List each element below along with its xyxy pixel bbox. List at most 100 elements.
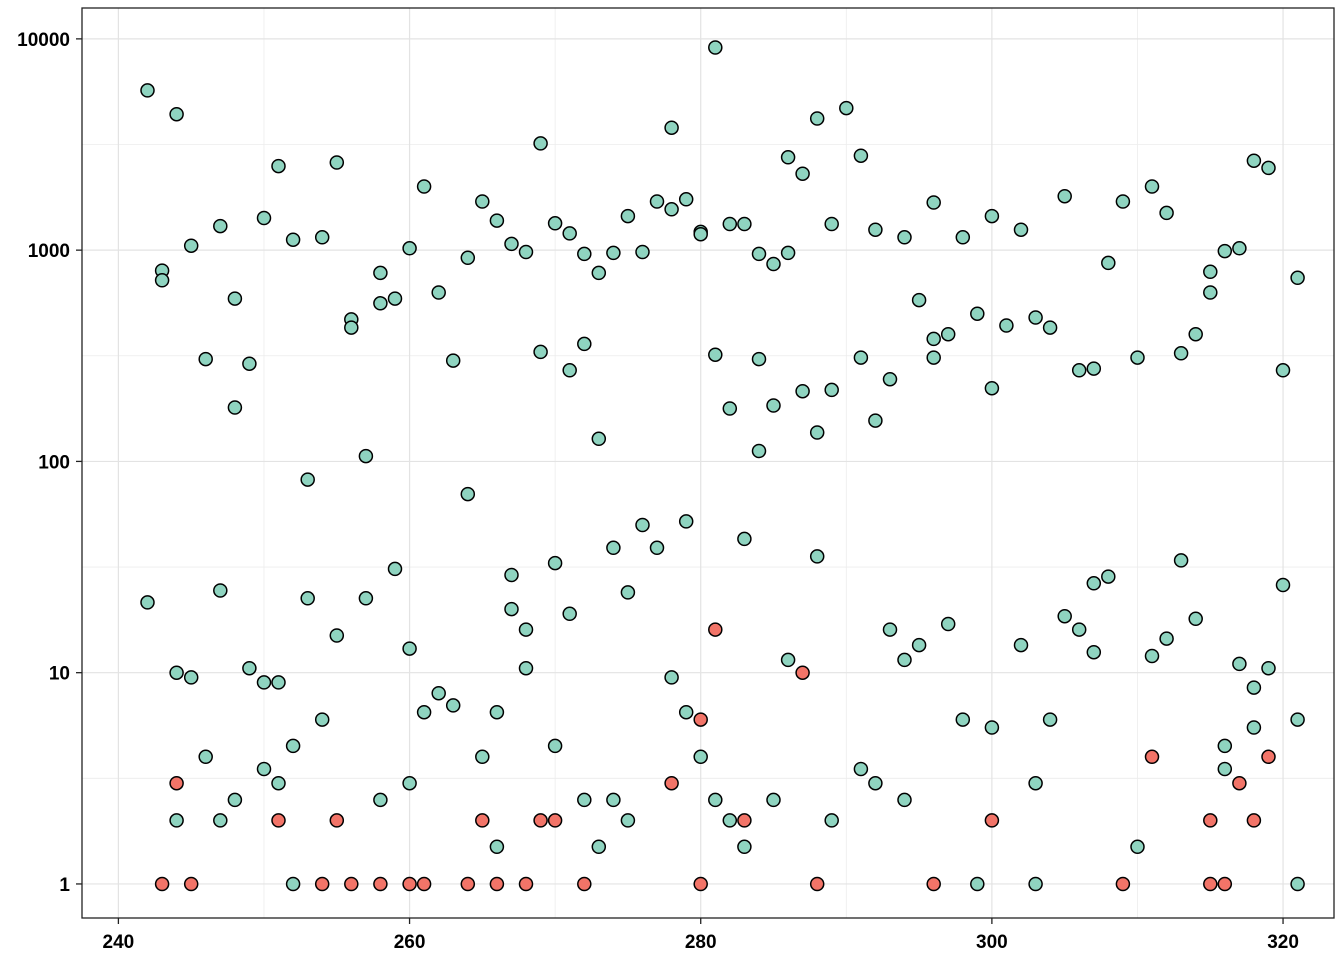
data-point xyxy=(1028,775,1043,791)
data-point xyxy=(1028,876,1043,892)
data-point xyxy=(547,738,563,754)
data-point xyxy=(1290,876,1305,892)
point-series-2 xyxy=(154,622,1276,892)
data-point xyxy=(1203,813,1218,828)
data-point xyxy=(1232,241,1247,256)
data-point xyxy=(780,150,796,165)
data-point xyxy=(882,371,898,387)
data-point xyxy=(1246,680,1262,695)
data-point xyxy=(766,256,781,272)
data-point xyxy=(911,637,927,653)
data-point xyxy=(431,685,446,701)
data-point xyxy=(402,876,417,892)
data-point xyxy=(533,813,548,828)
data-point xyxy=(489,876,505,892)
data-point xyxy=(897,230,912,245)
data-point xyxy=(708,347,723,362)
data-point xyxy=(1203,264,1218,280)
data-point xyxy=(1217,738,1233,754)
data-point xyxy=(547,555,563,571)
x-axis: 240 260 280 300 320 xyxy=(103,918,1299,953)
data-point xyxy=(926,331,941,347)
data-point xyxy=(489,213,505,228)
data-point xyxy=(620,208,636,224)
data-point xyxy=(1246,720,1262,735)
data-point xyxy=(577,792,592,808)
data-point xyxy=(460,486,476,502)
data-point xyxy=(635,517,650,533)
data-point xyxy=(300,591,315,606)
data-point xyxy=(664,670,679,685)
data-point xyxy=(562,606,577,622)
data-point xyxy=(926,195,941,210)
data-point xyxy=(504,236,519,252)
data-point xyxy=(926,876,941,892)
data-point xyxy=(839,100,854,116)
data-point xyxy=(970,306,985,321)
data-point xyxy=(547,216,563,231)
data-point xyxy=(1232,656,1247,672)
data-point xyxy=(1217,761,1233,777)
data-point xyxy=(460,250,476,266)
data-point xyxy=(751,246,767,262)
data-point xyxy=(693,876,708,892)
data-point xyxy=(1173,346,1189,361)
data-point xyxy=(722,401,738,416)
data-point xyxy=(693,712,708,727)
data-point xyxy=(402,641,417,656)
x-tick-label: 260 xyxy=(394,932,426,953)
data-point xyxy=(824,216,839,232)
data-point xyxy=(1057,188,1072,204)
data-point xyxy=(518,244,534,260)
data-point xyxy=(1115,194,1131,209)
data-point xyxy=(1028,310,1043,325)
data-point xyxy=(868,413,883,428)
data-point xyxy=(1290,270,1305,286)
data-point xyxy=(926,350,941,365)
x-tick-label: 280 xyxy=(685,932,717,953)
data-point xyxy=(1071,363,1087,378)
data-point xyxy=(809,876,825,892)
data-point xyxy=(154,876,170,892)
data-point xyxy=(664,120,679,135)
data-point xyxy=(1101,569,1116,584)
data-point xyxy=(1203,285,1218,300)
data-point xyxy=(722,813,738,828)
data-point xyxy=(242,356,257,371)
y-tick-label: 1 xyxy=(59,875,70,896)
data-point xyxy=(562,226,577,241)
data-point xyxy=(358,591,374,606)
data-point xyxy=(664,202,679,217)
data-point xyxy=(868,775,883,791)
data-point xyxy=(868,222,883,237)
data-point xyxy=(1188,326,1203,342)
data-points xyxy=(140,40,1305,892)
data-point xyxy=(1246,813,1262,828)
data-point xyxy=(271,813,286,828)
data-point xyxy=(533,344,548,360)
data-point xyxy=(387,291,403,306)
data-point xyxy=(169,106,184,122)
data-point xyxy=(591,431,607,447)
data-point xyxy=(897,652,912,668)
data-point xyxy=(314,230,330,245)
data-point xyxy=(154,273,170,288)
x-tick-label: 240 xyxy=(103,932,135,953)
data-point xyxy=(445,698,461,713)
data-point xyxy=(445,353,461,368)
data-point xyxy=(1101,255,1116,271)
data-point xyxy=(1144,648,1160,664)
data-point xyxy=(1086,576,1102,591)
data-point xyxy=(489,839,505,855)
data-point xyxy=(314,712,330,727)
data-point xyxy=(577,876,592,892)
data-point xyxy=(678,704,694,720)
data-point xyxy=(285,738,301,754)
data-point xyxy=(708,40,723,55)
data-point xyxy=(402,775,417,791)
data-point xyxy=(271,675,286,690)
data-point xyxy=(504,601,519,617)
data-point xyxy=(620,585,636,600)
data-point xyxy=(1173,553,1189,568)
data-point xyxy=(999,318,1014,333)
